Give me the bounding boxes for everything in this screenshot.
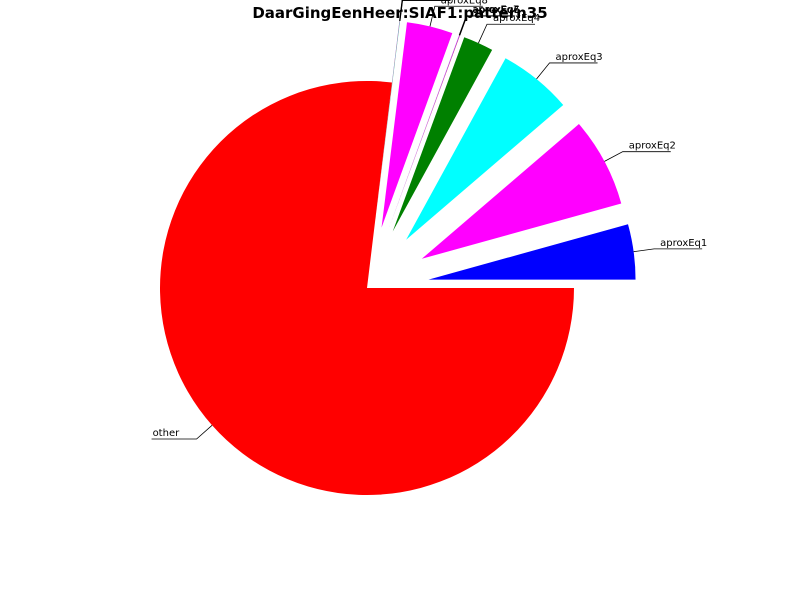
slice-label-aproxeq5: aproxEq5 xyxy=(473,5,520,16)
pie-slice-aproxeq1 xyxy=(428,224,636,280)
pie-slice-equalblocked xyxy=(374,20,400,227)
slice-label-aproxeq6: aproxEq6 xyxy=(473,5,520,16)
slice-label-aproxeq7: aproxEq7 xyxy=(472,5,519,16)
leader-line-aproxeq8 xyxy=(429,5,483,27)
pie-slice-lapslide xyxy=(374,20,401,227)
pie-slice-aproxeq5 xyxy=(388,35,460,230)
pie-slice-aproxeq8 xyxy=(381,22,453,228)
leader-line-aproxeq4 xyxy=(478,23,536,44)
leader-line-aproxeq2 xyxy=(604,151,671,162)
pie-slice-aproxeq7 xyxy=(388,35,460,230)
leader-line-other xyxy=(151,424,213,440)
pie-labels: aproxEq1 aproxEq2 aproxEq3 aproxEq4aproxEq5… xyxy=(151,0,707,440)
slice-label-aproxeq3: aproxEq3 xyxy=(556,52,603,63)
pie-slice-other xyxy=(160,81,575,496)
leader-line-aproxeq1 xyxy=(633,248,703,253)
pie-slice-aproxeq2 xyxy=(421,124,622,259)
slice-label-aproxeq8: aproxEq8 xyxy=(441,0,488,6)
leader-line-equalblocked xyxy=(399,0,451,21)
slice-label-aproxeq4: aproxEq4 xyxy=(493,13,540,24)
pie-slices xyxy=(160,20,636,496)
slice-label-aproxeq2: aproxEq2 xyxy=(629,141,676,152)
pie-slice-aproxeq6 xyxy=(388,35,460,230)
leader-line-aproxeq3 xyxy=(536,62,598,80)
pie-slice-pqslide xyxy=(374,20,400,227)
pie-slice-bqslide xyxy=(374,20,400,227)
slice-label-other: other xyxy=(153,428,181,439)
leader-line-aproxeq7 xyxy=(458,15,515,36)
pie-slice-aproxeq4 xyxy=(392,37,493,232)
slice-label-aproxeq1: aproxEq1 xyxy=(660,238,707,249)
chart-title: DaarGingEenHeer:SIAF1:pattern35 xyxy=(252,4,547,22)
pie-slice-aproxeq3 xyxy=(406,58,564,240)
